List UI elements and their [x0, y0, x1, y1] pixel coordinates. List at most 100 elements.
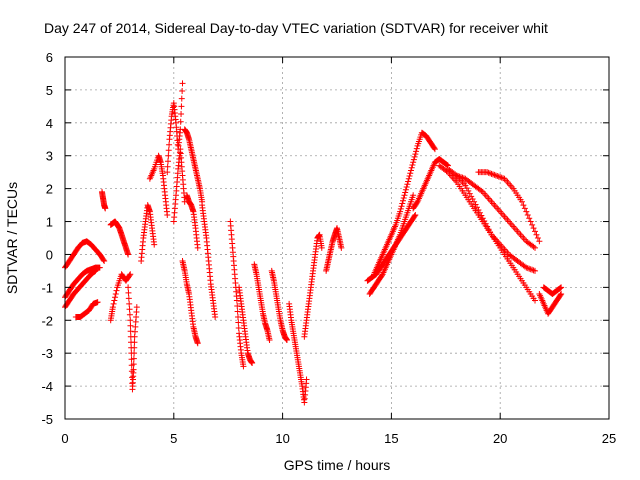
data-point [164, 211, 171, 218]
data-point [532, 297, 539, 304]
data-point [194, 340, 201, 347]
plot-frame [64, 56, 610, 420]
data-point [401, 192, 408, 199]
data-point [431, 145, 438, 152]
data-point [303, 376, 310, 383]
series-trace-r [236, 284, 256, 367]
y-tick-label: 5 [46, 83, 53, 98]
data-point [475, 207, 482, 214]
data-point [488, 170, 495, 177]
data-point [487, 170, 494, 177]
data-point [164, 169, 171, 176]
data-point [413, 148, 420, 155]
series-trace-af [536, 290, 565, 317]
data-point [165, 152, 172, 159]
data-point [527, 266, 534, 273]
data-point [485, 226, 492, 233]
data-point [487, 228, 494, 235]
series-trace-c [62, 264, 103, 301]
data-point [532, 228, 539, 235]
data-point [518, 198, 525, 205]
series-trace-j [146, 152, 171, 218]
data-point [412, 151, 419, 158]
data-point [164, 158, 171, 165]
data-point [532, 244, 539, 251]
data-point [472, 201, 479, 208]
data-point [407, 170, 414, 177]
data-point [497, 174, 504, 181]
series-trace-k [164, 80, 186, 176]
data-point [458, 174, 465, 181]
data-point [495, 173, 502, 180]
data-point [96, 264, 103, 271]
data-point [558, 284, 565, 291]
data-point [406, 173, 413, 180]
data-point [126, 300, 133, 307]
data-point [523, 264, 530, 271]
data-point [399, 200, 406, 207]
data-point [557, 292, 564, 299]
data-point [466, 190, 473, 197]
data-point [498, 174, 505, 181]
data-point [177, 118, 184, 125]
axis-ticks [64, 56, 610, 420]
x-tick-label: 20 [493, 431, 507, 446]
x-tick-label: 25 [602, 431, 616, 446]
data-point [485, 169, 492, 176]
data-point [407, 167, 414, 174]
series-trace-b [62, 267, 99, 311]
y-tick-label: -2 [41, 313, 53, 328]
data-point [102, 205, 109, 212]
data-point [125, 289, 132, 296]
data-point [133, 304, 140, 311]
data-point [125, 295, 132, 302]
data-point [556, 285, 563, 292]
data-point [403, 183, 410, 190]
series-trace-n [183, 192, 201, 251]
series-trace-e [98, 188, 109, 212]
data-point [411, 213, 418, 220]
data-point [494, 173, 501, 180]
y-tick-label: -3 [41, 346, 53, 361]
series-trace-i [138, 202, 158, 265]
data-point [459, 174, 466, 181]
data-point [410, 159, 417, 166]
data-point [127, 317, 134, 324]
data-point [469, 196, 476, 203]
data-point [110, 300, 117, 307]
data-point [413, 199, 420, 206]
y-axis-label: SDTVAR / TECUs [4, 182, 20, 294]
data-point [165, 147, 172, 154]
data-point [400, 194, 407, 201]
y-tick-label: 1 [46, 215, 53, 230]
series-trace-h [125, 284, 140, 393]
data-point [235, 324, 242, 331]
data-point [463, 185, 470, 192]
data-point [489, 171, 496, 178]
data-point [235, 319, 242, 326]
data-point [410, 192, 417, 199]
data-point [530, 267, 537, 274]
data-point [130, 361, 137, 368]
data-point [178, 111, 185, 118]
data-point [400, 197, 407, 204]
y-tick-label: -5 [41, 412, 53, 427]
data-point [166, 141, 173, 148]
data-point [444, 162, 451, 169]
x-tick-labels: 0 5 10 15 20 25 [61, 431, 616, 446]
chart-title: Day 247 of 2014, Sidereal Day-to-day VTE… [44, 20, 548, 36]
data-point [471, 198, 478, 205]
data-point [179, 88, 186, 95]
x-tick-label: 0 [61, 431, 68, 446]
data-point [318, 244, 325, 251]
data-point [94, 299, 101, 306]
data-point [338, 244, 345, 251]
series-trace-w [323, 225, 345, 274]
series-trace-d [72, 299, 101, 320]
data-point [101, 258, 108, 265]
data-point [240, 363, 247, 370]
data-point [111, 297, 118, 304]
data-point [411, 153, 418, 160]
data-point [130, 366, 137, 373]
